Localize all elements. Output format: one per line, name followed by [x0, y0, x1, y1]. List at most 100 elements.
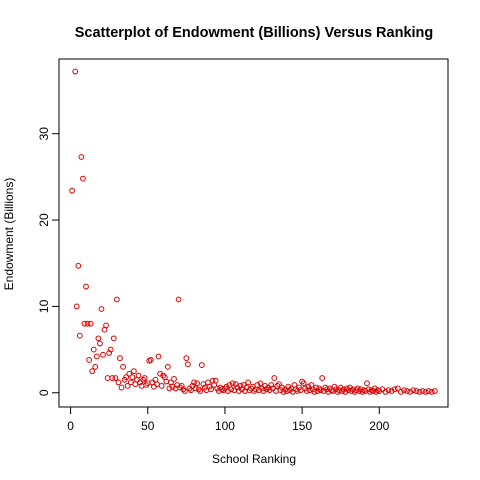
data-point — [359, 388, 366, 395]
data-point — [164, 363, 171, 370]
data-point — [191, 379, 197, 386]
plot-frame — [58, 58, 449, 408]
data-point — [86, 357, 93, 363]
data-point — [112, 375, 119, 381]
data-point — [127, 379, 134, 386]
data-point — [286, 387, 293, 394]
data-point — [305, 383, 312, 390]
y-tick-label: 20 — [37, 213, 51, 227]
data-point — [72, 68, 79, 75]
data-point — [177, 384, 184, 391]
data-point — [80, 175, 86, 182]
data-point — [158, 382, 165, 389]
data-point — [198, 362, 205, 369]
data-point — [76, 332, 83, 339]
data-point — [89, 368, 96, 375]
chart-title: Scatterplot of Endowment (Billions) Vers… — [75, 25, 434, 41]
y-axis-title: Endowment (Billions) — [2, 178, 16, 291]
x-axis-title: School Ranking — [212, 452, 296, 466]
data-point — [337, 384, 344, 391]
data-point — [313, 384, 319, 391]
data-point — [385, 387, 392, 394]
data-point — [98, 306, 105, 312]
data-point — [398, 388, 404, 395]
data-point — [285, 383, 292, 390]
data-point — [184, 361, 191, 368]
data-point — [263, 386, 270, 393]
y-tick-label: 30 — [37, 127, 51, 141]
data-point — [388, 388, 395, 394]
data-point — [237, 382, 244, 389]
data-point — [276, 381, 282, 388]
data-point — [231, 387, 238, 394]
data-point — [97, 340, 103, 347]
data-point — [382, 388, 389, 395]
data-point — [300, 380, 307, 387]
data-point — [257, 380, 264, 387]
data-point — [371, 385, 378, 392]
data-point — [103, 322, 109, 329]
data-point — [95, 335, 102, 342]
data-point — [339, 388, 346, 394]
data-point — [294, 388, 301, 394]
data-point — [422, 388, 429, 395]
data-points — [69, 68, 438, 395]
data-point — [342, 388, 349, 395]
data-point — [271, 375, 278, 381]
y-axis: 0 10 20 30 — [37, 127, 60, 396]
data-point — [129, 374, 136, 381]
data-point — [425, 388, 432, 394]
data-point — [107, 346, 114, 353]
data-point — [166, 385, 173, 392]
data-point — [84, 320, 91, 327]
data-point — [391, 386, 398, 393]
data-point — [83, 283, 89, 290]
data-point — [118, 384, 125, 391]
data-point — [117, 355, 123, 362]
data-point — [225, 388, 231, 394]
data-point — [195, 386, 202, 393]
data-point — [155, 353, 162, 360]
data-point — [92, 363, 99, 370]
data-point — [73, 303, 80, 310]
data-point — [109, 375, 116, 381]
data-point — [69, 187, 76, 194]
data-point — [160, 372, 167, 379]
data-point — [123, 374, 130, 381]
data-point — [208, 386, 214, 393]
data-point — [115, 379, 122, 386]
data-point — [180, 386, 187, 393]
data-point — [373, 388, 380, 395]
data-point — [143, 382, 150, 388]
data-point — [124, 382, 131, 389]
data-point — [317, 387, 324, 394]
data-point — [299, 378, 306, 385]
data-point — [81, 320, 88, 327]
data-point — [245, 379, 251, 386]
x-tick-label: 0 — [67, 419, 74, 433]
data-point — [376, 388, 383, 394]
data-point — [419, 388, 426, 394]
data-point — [93, 353, 100, 360]
data-point — [157, 370, 164, 377]
data-point — [262, 382, 268, 389]
x-tick-label: 150 — [292, 419, 312, 433]
data-point — [171, 376, 177, 382]
data-point — [87, 320, 94, 327]
data-point — [104, 375, 111, 381]
data-point — [316, 385, 323, 392]
data-point — [401, 387, 407, 394]
y-tick-label: 0 — [37, 389, 51, 396]
data-point — [120, 363, 126, 370]
data-point — [141, 375, 148, 381]
data-point — [90, 346, 97, 353]
x-tick-label: 50 — [141, 419, 155, 433]
data-point — [407, 388, 414, 395]
data-point — [260, 388, 267, 394]
data-point — [78, 154, 85, 160]
x-tick-label: 100 — [215, 419, 235, 433]
data-point — [163, 378, 170, 385]
data-point — [347, 384, 353, 391]
data-point — [140, 376, 147, 383]
